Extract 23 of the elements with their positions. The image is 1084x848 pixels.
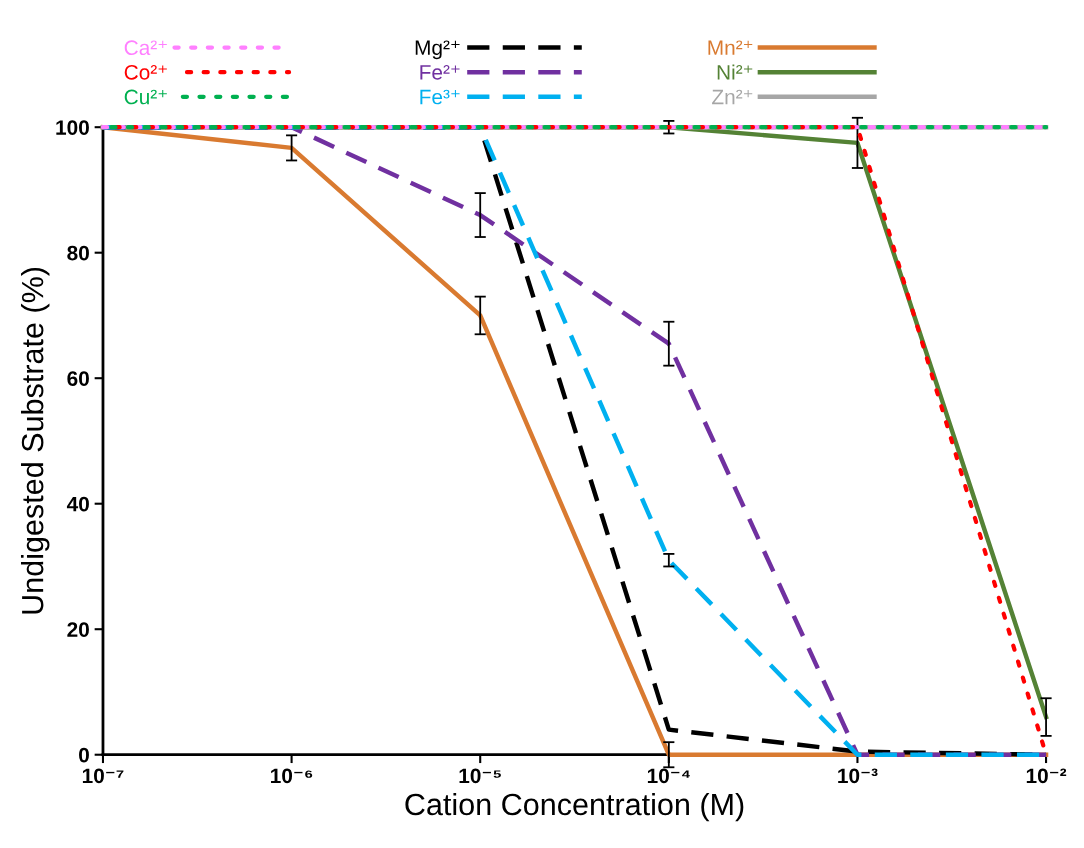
text: Mg²⁺ [415,40,460,60]
x-axis-title: Cation Concentration (M) [405,792,744,822]
text: Mn²⁺ [708,40,753,55]
text: Fe²⁺ [420,65,460,80]
x-tick-label: 10⁻⁵ [459,768,501,784]
y-tick-label: 60 [67,371,89,386]
y-tick-label: 20 [67,622,89,637]
series-label: Fe³⁺ [420,89,460,105]
x-tick-label: 10⁻⁶ [271,768,313,784]
y-tick-label: 40 [66,496,89,512]
x-tick-label: 10⁻⁷ [82,768,124,784]
x-tick-label: 10⁻⁴ [647,768,690,784]
series-label: Cu²⁺ [124,89,167,105]
series-label: Zn²⁺ [712,89,753,105]
x-tick-label: 10⁻² [1026,768,1067,784]
text: Co²⁺ [124,64,167,80]
text: Ca²⁺ [124,40,167,56]
x-tick-label: 10⁻³ [838,768,878,784]
y-axis-title: Undigested Substrate (%) [20,267,50,614]
y-tick-label: 100 [56,120,89,135]
y-tick-label: 0 [79,747,89,763]
text: Ni²⁺ [717,64,753,80]
y-tick-label: 80 [67,245,89,261]
